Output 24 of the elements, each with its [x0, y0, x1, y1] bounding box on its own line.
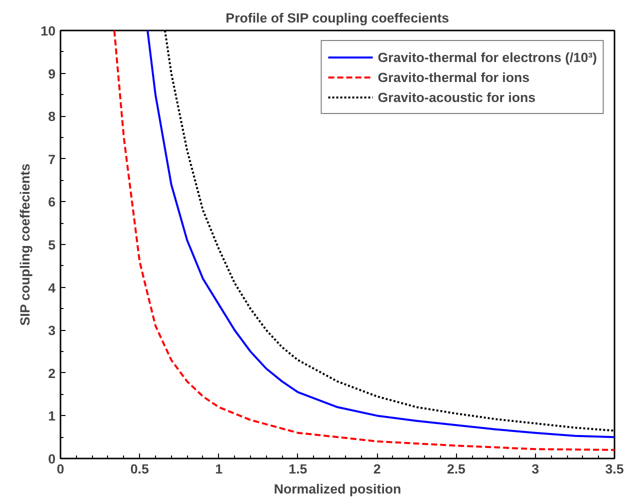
y-axis-title: SIP coupling coeffecients	[18, 164, 33, 326]
y-tick-label: 2	[48, 366, 56, 381]
legend-label: Gravito-thermal for ions	[378, 70, 530, 84]
x-axis-title: Normalized position	[274, 482, 402, 496]
legend-label: Gravito-acoustic for ions	[378, 90, 536, 104]
y-tick-label: 7	[48, 152, 56, 167]
x-tick-label: 1	[215, 462, 224, 476]
y-tick-label: 6	[48, 194, 56, 210]
x-tick-label: 2	[373, 462, 381, 476]
x-tick-label: 3	[532, 462, 540, 476]
y-tick-label: 8	[48, 109, 56, 124]
x-tick-label: 1.5	[288, 462, 308, 476]
y-tick-label: 5	[48, 238, 56, 252]
x-tick-label: 2.5	[446, 462, 466, 476]
legend-label: Gravito-thermal for electrons (/10³)	[378, 50, 597, 64]
y-tick-label: 4	[48, 280, 56, 296]
y-tick-label: 0	[48, 452, 56, 466]
chart-title: Profile of SIP coupling coeffecients	[226, 10, 450, 26]
y-tick-label: 3	[48, 323, 56, 338]
y-tick-label: 1	[48, 408, 56, 424]
y-tick-label: 10	[40, 24, 56, 38]
y-tick-label: 9	[48, 66, 56, 82]
x-tick-label: 3.5	[605, 462, 624, 476]
x-tick-label: 0.5	[130, 462, 150, 476]
